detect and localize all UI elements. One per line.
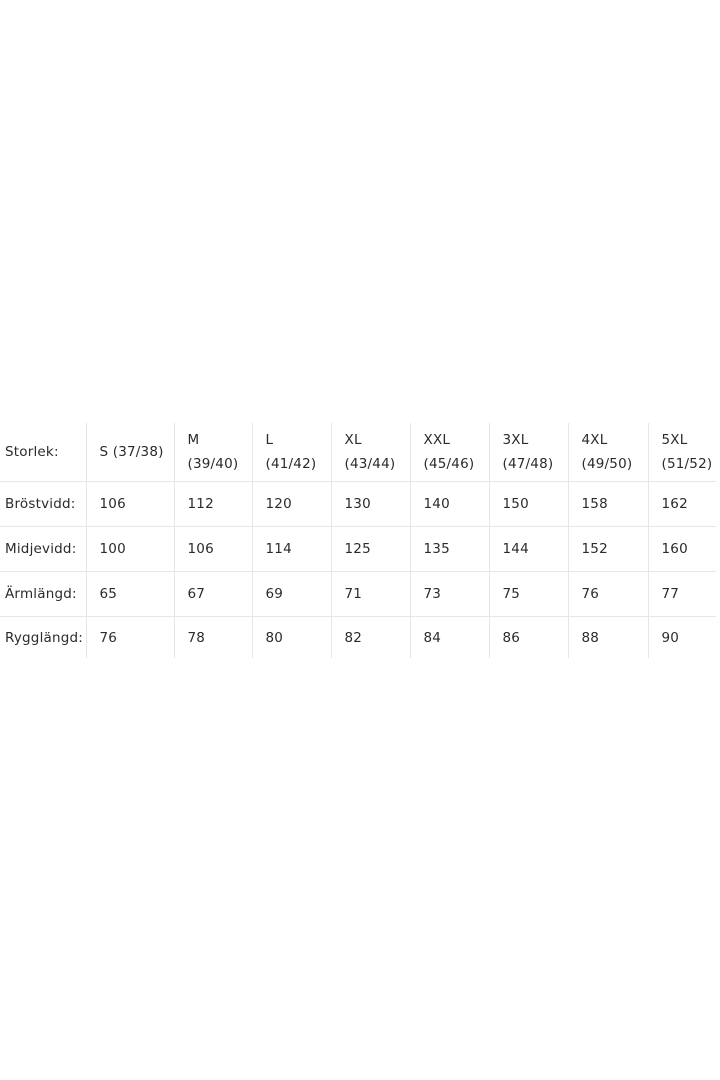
measurement-cell: 78 xyxy=(173,616,252,658)
measurement-cell: 67 xyxy=(173,571,252,617)
measurement-cell: 69 xyxy=(251,571,331,617)
size-eu: (47/48) xyxy=(502,456,554,472)
size-eu: (51/52) xyxy=(661,456,713,472)
table-row: Midjevidd: 100 106 114 125 135 144 152 160 xyxy=(0,526,716,572)
measurement-cell: 125 xyxy=(330,526,410,572)
measurement-cell: 84 xyxy=(409,616,489,658)
size-header-cell: XXL (45/46) xyxy=(409,423,489,482)
size-eu: (43/44) xyxy=(344,456,396,472)
measurement-cell: 76 xyxy=(567,571,648,617)
row-label: Rygglängd: xyxy=(0,616,86,658)
measurement-cell: 80 xyxy=(251,616,331,658)
size-header-cell: L (41/42) xyxy=(251,423,331,482)
size-name: 4XL xyxy=(581,432,608,448)
size-name: XXL xyxy=(423,432,451,448)
measurement-cell: 162 xyxy=(647,481,716,527)
measurement-cell: 160 xyxy=(647,526,716,572)
size-chart-table: Storlek: S (37/38) M (39/40) L (41/42) XL (43/… xyxy=(0,423,716,658)
size-name: 3XL xyxy=(502,432,529,448)
measurement-cell: 90 xyxy=(647,616,716,658)
size-header-cell: 5XL (51/52) xyxy=(647,423,716,482)
size-eu: (41/42) xyxy=(265,456,317,472)
size-eu: (39/40) xyxy=(187,456,239,472)
measurement-cell: 135 xyxy=(409,526,489,572)
size-name: S (37/38) xyxy=(99,444,164,460)
header-row: Storlek: S (37/38) M (39/40) L (41/42) XL (43/… xyxy=(0,423,716,482)
size-header-cell: 4XL (49/50) xyxy=(567,423,648,482)
measurement-cell: 82 xyxy=(330,616,410,658)
measurement-cell: 106 xyxy=(173,526,252,572)
table-row: Ärmlängd: 65 67 69 71 73 75 76 77 xyxy=(0,571,716,617)
row-header-label: Storlek: xyxy=(5,444,59,460)
measurement-cell: 114 xyxy=(251,526,331,572)
measurement-cell: 150 xyxy=(488,481,568,527)
row-label: Bröstvidd: xyxy=(0,481,86,527)
table-row: Bröstvidd: 106 112 120 130 140 150 158 162 xyxy=(0,481,716,527)
measurement-cell: 100 xyxy=(85,526,174,572)
measurement-cell: 120 xyxy=(251,481,331,527)
measurement-cell: 88 xyxy=(567,616,648,658)
measurement-cell: 75 xyxy=(488,571,568,617)
size-eu: (45/46) xyxy=(423,456,475,472)
size-header-cell: XL (43/44) xyxy=(330,423,410,482)
size-name: M xyxy=(187,432,200,448)
size-header-cell: M (39/40) xyxy=(173,423,252,482)
measurement-cell: 71 xyxy=(330,571,410,617)
measurement-cell: 77 xyxy=(647,571,716,617)
measurement-cell: 65 xyxy=(85,571,174,617)
measurement-cell: 86 xyxy=(488,616,568,658)
measurement-cell: 76 xyxy=(85,616,174,658)
measurement-cell: 112 xyxy=(173,481,252,527)
size-header-cell: S (37/38) xyxy=(85,423,174,482)
size-name: XL xyxy=(344,432,362,448)
size-eu: (49/50) xyxy=(581,456,633,472)
measurement-cell: 130 xyxy=(330,481,410,527)
measurement-cell: 106 xyxy=(85,481,174,527)
row-label: Ärmlängd: xyxy=(0,571,86,617)
table-row: Rygglängd: 76 78 80 82 84 86 88 90 xyxy=(0,616,716,658)
measurement-cell: 144 xyxy=(488,526,568,572)
size-header-cell: 3XL (47/48) xyxy=(488,423,568,482)
measurement-cell: 73 xyxy=(409,571,489,617)
measurement-cell: 140 xyxy=(409,481,489,527)
row-label: Midjevidd: xyxy=(0,526,86,572)
measurement-cell: 152 xyxy=(567,526,648,572)
size-name: 5XL xyxy=(661,432,688,448)
measurement-cell: 158 xyxy=(567,481,648,527)
size-name: L xyxy=(265,432,274,448)
